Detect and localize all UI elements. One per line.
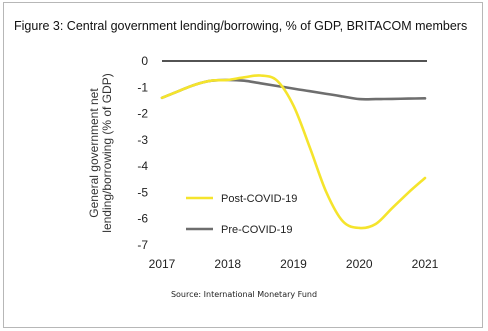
y-tick-label: -6 (137, 212, 148, 226)
y-tick-label: -1 (137, 80, 148, 94)
x-ticks: 2017 2018 2019 2020 2021 (149, 257, 439, 271)
y-tick-label: -7 (137, 238, 148, 252)
x-tick-label: 2018 (214, 257, 241, 271)
legend-label: Pre-COVID-19 (221, 224, 293, 236)
y-ticks: 0 -1 -2 -3 -4 -5 -6 -7 (137, 54, 148, 252)
figure-title: Figure 3: Central government lending/bor… (14, 19, 468, 33)
x-tick-label: 2021 (412, 257, 439, 271)
source-note: Source: International Monetary Fund (170, 290, 318, 299)
y-tick-label: 0 (141, 54, 148, 68)
y-axis-label: General government net lending/borrowing … (87, 73, 114, 232)
y-tick-label: -5 (137, 185, 148, 199)
y-tick-label: -3 (137, 133, 148, 147)
y-axis-label-line: lending/borrowing (% of GDP) (100, 73, 114, 232)
x-tick-label: 2017 (149, 257, 176, 271)
x-tick-label: 2019 (280, 257, 307, 271)
series-lines (160, 74, 427, 230)
legend: Post-COVID-19 Pre-COVID-19 (186, 193, 297, 236)
y-axis-label-line: General government net (87, 88, 101, 218)
x-tick-label: 2020 (346, 257, 373, 271)
y-tick-label: -4 (137, 159, 148, 173)
y-tick-label: -2 (137, 107, 148, 121)
legend-label: Post-COVID-19 (221, 193, 297, 205)
figure-frame (3, 2, 483, 328)
series-line-post-covid-19 (160, 74, 427, 230)
